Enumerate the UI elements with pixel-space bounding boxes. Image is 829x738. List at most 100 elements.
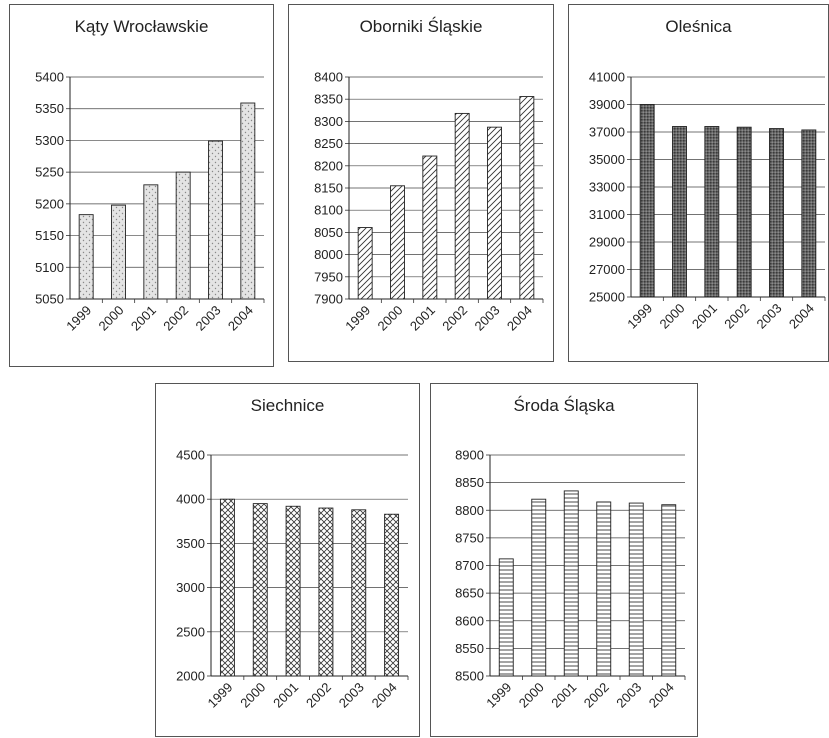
y-tick-label: 25000 <box>589 290 625 305</box>
x-tick-label-1999: 1999 <box>63 303 94 334</box>
y-tick-label: 7950 <box>314 269 343 284</box>
x-tick-label-2003: 2003 <box>193 303 224 334</box>
y-tick-label: 8150 <box>314 181 343 196</box>
y-tick-label: 8300 <box>314 114 343 129</box>
chart-panel-katy-wroclawskie: Kąty Wrocławskie 5050 5100 5150 5200 5250 530… <box>9 4 274 367</box>
bar-2001 <box>143 184 159 300</box>
chart-panel-siechnice: Siechnice 2000 2500 3000 3500 4000 4500 1999 20… <box>155 383 420 737</box>
bar-2002 <box>596 501 612 677</box>
y-tick-label: 31000 <box>589 207 625 222</box>
x-tick-label-2004: 2004 <box>504 303 535 334</box>
bar-2004 <box>240 102 256 300</box>
y-tick-label: 5050 <box>35 292 64 307</box>
y-tick-label: 8800 <box>455 503 484 518</box>
y-tick-label: 39000 <box>589 97 625 112</box>
chart-title: Siechnice <box>250 396 325 415</box>
x-tick-label-2000: 2000 <box>657 301 688 332</box>
x-tick-label-2001: 2001 <box>270 680 301 711</box>
bar-1999 <box>357 227 373 300</box>
y-tick-label: 5100 <box>35 260 64 275</box>
x-tick-label-2000: 2000 <box>237 680 268 711</box>
x-tick-label-2004: 2004 <box>646 680 677 711</box>
y-tick-label: 8050 <box>314 225 343 240</box>
y-tick-label: 3000 <box>176 580 205 595</box>
bar-2001 <box>563 490 579 677</box>
y-tick-label: 8000 <box>314 247 343 262</box>
x-tick-label-2004: 2004 <box>225 303 256 334</box>
bar-2004 <box>384 513 400 677</box>
y-tick-label: 5200 <box>35 196 64 211</box>
y-tick-label: 37000 <box>589 125 625 140</box>
x-tick-label-2002: 2002 <box>303 680 334 711</box>
x-tick-label-2002: 2002 <box>581 680 612 711</box>
bar-2003 <box>208 140 223 300</box>
bar-1999 <box>78 214 94 300</box>
bar-2001 <box>704 126 720 298</box>
x-tick-label-1999: 1999 <box>624 301 655 332</box>
bar-2001 <box>422 155 438 300</box>
y-tick-label: 5300 <box>35 133 64 148</box>
bar-chart-sroda-slaska: 8500 8550 8600 8650 8700 8750 8800 8850 8900 1999… <box>455 448 686 711</box>
x-tick-label-2003: 2003 <box>336 680 367 711</box>
y-tick-label: 7900 <box>314 292 343 307</box>
chart-panel-olesnica: Oleśnica 25000 27000 29000 31000 33000 35000 3… <box>568 4 829 362</box>
y-tick-label: 8650 <box>455 586 484 601</box>
chart-title: Oleśnica <box>665 17 732 36</box>
bar-chart-oborniki-slaskie: 7900 7950 8000 8050 8100 8150 8200 8250 8300 8350… <box>314 70 544 334</box>
x-tick-label-2002: 2002 <box>160 303 191 334</box>
x-tick-label-2001: 2001 <box>407 303 438 334</box>
y-tick-label: 5350 <box>35 101 64 116</box>
y-tick-label: 2500 <box>176 624 205 639</box>
bar-2003 <box>487 126 502 300</box>
y-tick-label: 8500 <box>455 669 484 684</box>
bar-2002 <box>736 126 752 298</box>
bar-2002 <box>318 507 334 677</box>
y-tick-label: 4500 <box>176 448 205 463</box>
y-tick-label: 3500 <box>176 536 205 551</box>
bar-1999 <box>219 498 235 677</box>
bar-2002 <box>454 112 470 300</box>
y-tick-label: 8350 <box>314 92 343 107</box>
y-tick-label: 2000 <box>176 669 205 684</box>
x-tick-label-2004: 2004 <box>786 301 817 332</box>
y-tick-label: 8250 <box>314 136 343 151</box>
y-tick-label: 27000 <box>589 262 625 277</box>
chart-title: Środa Śląska <box>513 396 615 415</box>
chart-panel-sroda-slaska: Środa Śląska 8500 8550 8600 8650 8700 8750 880… <box>430 383 698 737</box>
y-tick-label: 8550 <box>455 641 484 656</box>
bar-chart-olesnica: 25000 27000 29000 31000 33000 35000 37000 39000… <box>589 70 826 332</box>
bar-2001 <box>285 505 301 677</box>
x-tick-label-1999: 1999 <box>342 303 373 334</box>
x-tick-label-2003: 2003 <box>613 680 644 711</box>
y-tick-label: 35000 <box>589 152 625 167</box>
plot-area <box>211 455 408 676</box>
y-tick-label: 33000 <box>589 180 625 195</box>
chart-title: Oborniki Śląskie <box>359 17 483 36</box>
y-tick-label: 5150 <box>35 228 64 243</box>
x-tick-label-2003: 2003 <box>472 303 503 334</box>
bar-2000 <box>252 503 268 677</box>
y-tick-label: 8850 <box>455 475 484 490</box>
x-tick-label-1999: 1999 <box>204 680 235 711</box>
x-tick-label-1999: 1999 <box>483 680 514 711</box>
y-tick-label: 41000 <box>589 70 625 85</box>
bar-chart-katy-wroclawskie: 5050 5100 5150 5200 5250 5300 5350 5400 1999 2000… <box>35 70 265 334</box>
y-tick-label: 5250 <box>35 165 64 180</box>
bar-1999 <box>639 104 655 298</box>
y-tick-label: 8750 <box>455 530 484 545</box>
bar-2004 <box>519 96 535 300</box>
y-tick-label: 8600 <box>455 613 484 628</box>
y-tick-label: 8100 <box>314 203 343 218</box>
x-tick-label-2001: 2001 <box>128 303 159 334</box>
bar-2000 <box>111 204 126 300</box>
bar-2003 <box>769 128 784 298</box>
bar-2003 <box>351 509 367 677</box>
bar-2004 <box>661 504 677 677</box>
bar-2000 <box>390 185 405 300</box>
bar-2003 <box>628 502 644 677</box>
y-tick-label: 8200 <box>314 158 343 173</box>
x-tick-label-2000: 2000 <box>516 680 547 711</box>
bar-2000 <box>531 498 547 677</box>
chart-panel-oborniki-slaskie: Oborniki Śląskie 7900 7950 8000 8050 8100 815… <box>288 4 554 362</box>
